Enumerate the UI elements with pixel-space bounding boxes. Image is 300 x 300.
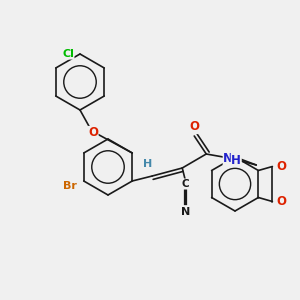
Text: O: O	[276, 195, 286, 208]
Text: H: H	[142, 159, 152, 169]
Text: O: O	[189, 121, 199, 134]
Text: H: H	[231, 154, 241, 166]
Text: N: N	[223, 152, 233, 166]
Text: Cl: Cl	[62, 49, 74, 59]
Text: O: O	[88, 127, 98, 140]
Text: C: C	[182, 179, 189, 189]
Text: N: N	[181, 207, 190, 217]
Text: O: O	[276, 160, 286, 173]
Text: Br: Br	[63, 181, 77, 191]
